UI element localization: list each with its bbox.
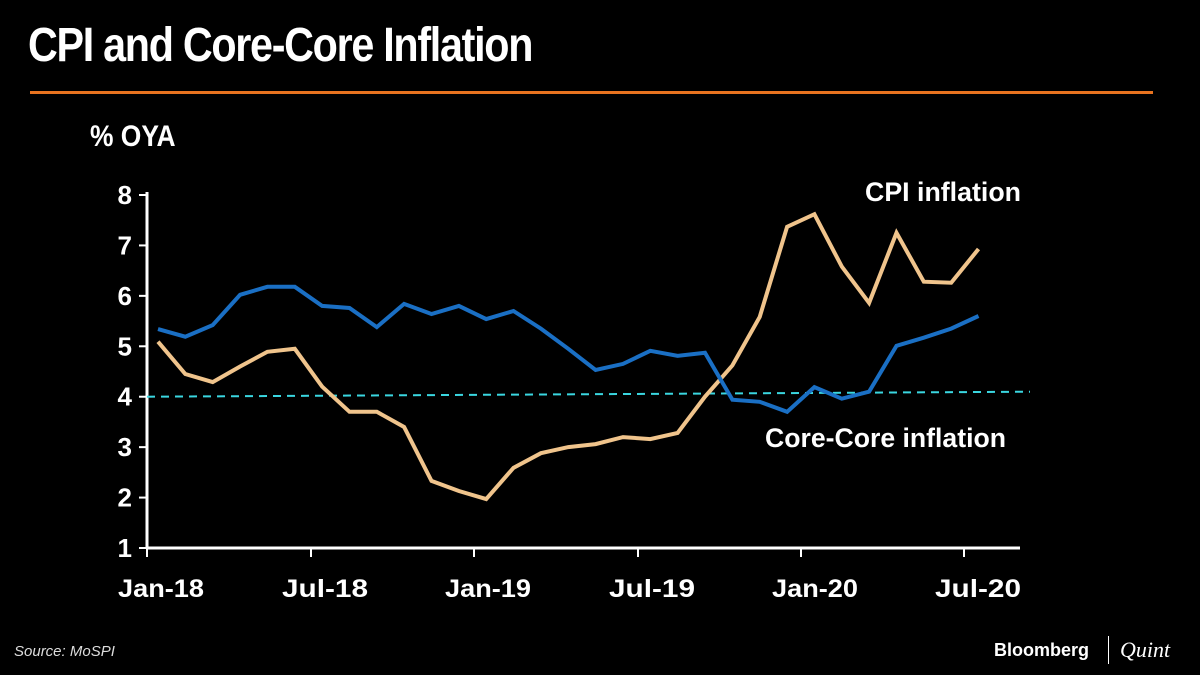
x-tick-label: Jul-20 <box>935 575 1021 603</box>
series-label-cpi: CPI inflation <box>865 177 1021 207</box>
x-tick-label: Jul-18 <box>282 575 368 603</box>
x-tick-label: Jan-19 <box>445 575 531 603</box>
y-tick-label: 4 <box>118 382 133 412</box>
y-tick-label: 8 <box>118 180 132 210</box>
x-tick-label: Jul-19 <box>609 575 695 603</box>
y-tick-label: 3 <box>118 432 132 462</box>
x-tick-label: Jan-20 <box>772 575 858 603</box>
source-note: Source: MoSPI <box>14 643 115 660</box>
series-label-core-core: Core-Core inflation <box>765 423 1006 453</box>
y-tick-label: 7 <box>118 230 132 260</box>
title-divider <box>30 91 1153 94</box>
y-tick-label: 5 <box>118 331 132 361</box>
y-axis-label: % OYA <box>90 120 176 153</box>
y-tick-label: 1 <box>118 533 132 563</box>
y-tick-label: 2 <box>118 483 132 513</box>
cpi-inflation-line <box>156 211 981 502</box>
reference-line-4pct <box>146 390 1031 398</box>
x-tick-label: Jan-18 <box>118 575 204 603</box>
brand-separator <box>1108 636 1109 664</box>
brand-logo-bloomberg: Bloomberg <box>994 640 1090 660</box>
y-tick-label: 6 <box>118 281 132 311</box>
page-title: CPI and Core-Core Inflation <box>28 19 533 72</box>
brand-logo-quint: Quint <box>1120 637 1171 662</box>
